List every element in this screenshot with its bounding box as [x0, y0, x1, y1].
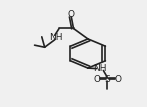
- Text: O: O: [93, 75, 100, 84]
- Text: O: O: [115, 75, 122, 84]
- Text: NH: NH: [49, 33, 62, 42]
- Text: O: O: [68, 10, 75, 19]
- Text: NH: NH: [93, 64, 107, 73]
- Text: S: S: [105, 75, 110, 84]
